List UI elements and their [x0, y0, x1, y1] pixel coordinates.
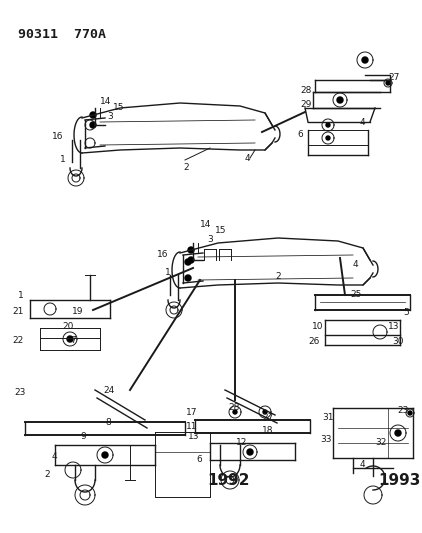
Text: 28: 28	[228, 403, 239, 412]
Text: 23: 23	[14, 388, 25, 397]
Text: 32: 32	[375, 438, 387, 447]
Polygon shape	[337, 97, 343, 103]
Text: 4: 4	[360, 118, 365, 127]
Text: 19: 19	[72, 307, 84, 316]
Text: 1992: 1992	[207, 473, 249, 488]
Text: 28: 28	[300, 86, 311, 95]
Text: 5: 5	[403, 308, 409, 317]
Text: 3: 3	[107, 112, 113, 121]
Polygon shape	[395, 430, 401, 436]
Text: 33: 33	[320, 435, 332, 444]
Text: 14: 14	[100, 97, 111, 106]
Text: 3: 3	[207, 235, 213, 244]
Polygon shape	[90, 122, 96, 128]
Text: 15: 15	[215, 226, 227, 235]
Text: 17: 17	[186, 408, 197, 417]
Text: 7: 7	[70, 336, 76, 345]
Polygon shape	[386, 81, 390, 85]
Polygon shape	[326, 123, 330, 127]
Text: 31: 31	[322, 413, 333, 422]
Text: 29: 29	[300, 100, 311, 109]
Text: 30: 30	[392, 337, 403, 346]
Text: 18: 18	[262, 426, 273, 435]
Text: 4: 4	[245, 154, 251, 163]
Text: 24: 24	[103, 386, 114, 395]
Text: 27: 27	[262, 413, 273, 422]
Text: 6: 6	[297, 130, 303, 139]
Text: 15: 15	[113, 103, 124, 112]
Text: 16: 16	[52, 132, 63, 141]
Text: 10: 10	[312, 322, 324, 331]
Text: 1993: 1993	[378, 473, 420, 488]
Text: 23: 23	[397, 406, 408, 415]
Polygon shape	[90, 112, 96, 118]
Text: 1: 1	[165, 268, 171, 277]
Text: 25: 25	[350, 290, 361, 299]
Text: 1: 1	[18, 291, 24, 300]
Text: 16: 16	[157, 250, 168, 259]
Polygon shape	[233, 410, 237, 414]
Text: 21: 21	[12, 307, 23, 316]
Text: 4: 4	[52, 452, 58, 461]
Polygon shape	[188, 257, 194, 263]
Text: 20: 20	[62, 322, 73, 331]
Text: 4: 4	[353, 260, 359, 269]
Polygon shape	[102, 452, 108, 458]
Polygon shape	[247, 449, 253, 455]
Text: 2: 2	[275, 272, 281, 281]
Text: 90311  770A: 90311 770A	[18, 28, 106, 41]
Text: 13: 13	[188, 432, 200, 441]
Polygon shape	[185, 275, 191, 281]
Text: 12: 12	[236, 438, 247, 447]
Text: 26: 26	[308, 337, 319, 346]
Polygon shape	[408, 411, 412, 415]
Text: 22: 22	[12, 336, 23, 345]
Polygon shape	[263, 410, 267, 414]
Polygon shape	[188, 247, 194, 253]
Text: 6: 6	[196, 455, 202, 464]
Text: 1: 1	[60, 155, 66, 164]
Text: 4: 4	[360, 460, 365, 469]
Text: 11: 11	[186, 422, 197, 431]
Text: 9: 9	[80, 432, 86, 441]
Text: 13: 13	[388, 322, 400, 331]
Text: 27: 27	[388, 73, 399, 82]
Polygon shape	[67, 336, 73, 342]
Polygon shape	[362, 57, 368, 63]
Text: 2: 2	[183, 163, 189, 172]
Polygon shape	[326, 136, 330, 140]
Text: 14: 14	[200, 220, 211, 229]
Polygon shape	[185, 259, 191, 265]
Text: 2: 2	[44, 470, 50, 479]
Text: 8: 8	[105, 418, 111, 427]
